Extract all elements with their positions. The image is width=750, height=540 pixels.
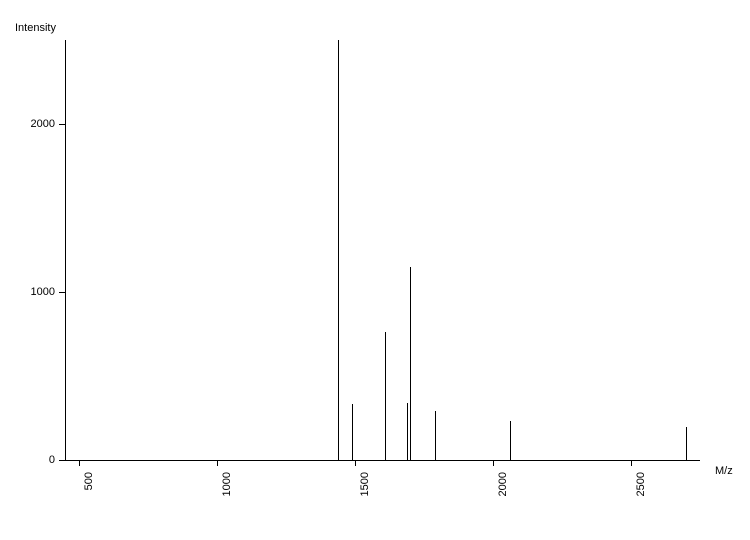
mass-spectrum-chart: Intensity M/z 0 1000 2000 500 1000 1500 2000 25… <box>0 0 750 540</box>
x-tick <box>355 460 356 466</box>
spectrum-peak <box>407 403 408 460</box>
x-tick-label: 2000 <box>497 472 509 496</box>
x-tick <box>493 460 494 466</box>
spectrum-peak <box>686 427 687 460</box>
x-axis-title: M/z <box>715 465 733 477</box>
x-tick-label: 500 <box>83 472 95 490</box>
spectrum-peak <box>510 421 511 460</box>
spectrum-peak <box>338 40 339 460</box>
spectrum-peak <box>410 267 411 460</box>
x-tick-label: 2500 <box>635 472 647 496</box>
spectrum-peak <box>435 411 436 460</box>
spectrum-peak <box>385 332 386 460</box>
x-tick-label: 1000 <box>221 472 233 496</box>
y-tick <box>59 124 65 125</box>
x-tick <box>79 460 80 466</box>
x-axis-line <box>65 460 700 461</box>
x-tick <box>217 460 218 466</box>
x-tick-label: 1500 <box>359 472 371 496</box>
y-tick-label: 1000 <box>0 286 55 298</box>
spectrum-peak <box>352 404 353 460</box>
y-tick <box>59 460 65 461</box>
y-tick <box>59 292 65 293</box>
x-tick <box>631 460 632 466</box>
plot-area <box>65 40 700 460</box>
y-tick-label: 2000 <box>0 118 55 130</box>
y-axis-title: Intensity <box>15 22 56 34</box>
y-tick-label: 0 <box>0 454 55 466</box>
